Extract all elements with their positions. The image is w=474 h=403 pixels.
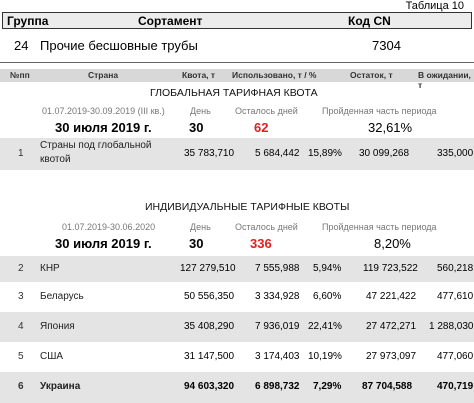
row-no: 4 [18, 321, 24, 332]
row-country: КНР [40, 263, 60, 274]
individual-elapsed-value: 8,20% [374, 236, 411, 251]
table-caption: Таблица 10 [405, 0, 464, 12]
row-used: 6 898,732 [255, 381, 300, 392]
row-country-line1: Страны под глобальной [40, 140, 152, 151]
table-row: 1 Страны под глобальной квотой 35 783,71… [0, 138, 474, 170]
individual-days-left-label: Осталось дней [235, 222, 298, 232]
row-remaining: 30 099,268 [359, 148, 410, 159]
top-header: Группа Сортамент Код CN [2, 12, 472, 29]
row-country-line2: квотой [40, 154, 71, 165]
row-used-pct: 22,41% [308, 321, 342, 332]
global-elapsed-label: Пройденная часть периода [322, 106, 437, 116]
row-remaining: 87 704,588 [362, 381, 413, 392]
row-pending: 560,218 [437, 263, 474, 274]
individual-days-left-value: 336 [250, 236, 272, 251]
row-pending: 1 288,030 [429, 321, 474, 332]
row-quota: 127 279,510 [180, 263, 236, 274]
row-used-pct: 7,29% [313, 381, 342, 392]
row-used: 5 684,442 [255, 148, 300, 159]
col-country: Страна [88, 70, 119, 80]
row-remaining: 27 973,097 [366, 351, 417, 362]
row-no: 2 [18, 263, 24, 274]
individual-section-title: ИНДИВИДУАЛЬНЫЕ ТАРИФНЫЕ КВОТЫ [145, 201, 350, 213]
row-country: США [40, 351, 64, 362]
col-quota: Квота, т [182, 70, 216, 80]
row-no: 6 [18, 381, 24, 392]
table-row: 5 США 31 147,500 3 174,403 10,19% 27 973… [0, 344, 474, 370]
row-country: Япония [40, 321, 75, 332]
individual-day-value: 30 [189, 236, 204, 251]
col-used: Использовано, т / % [232, 70, 317, 80]
row-remaining: 47 221,422 [366, 291, 417, 302]
product-code: 7304 [372, 38, 401, 53]
product-name: Прочие бесшовные трубы [40, 38, 198, 53]
global-days-left-label: Осталось дней [235, 106, 298, 116]
row-pending: 335,000 [437, 148, 474, 159]
product-row: 24 Прочие бесшовные трубы 7304 [0, 34, 474, 58]
row-remaining: 27 472,271 [366, 321, 417, 332]
row-used: 7 936,019 [255, 321, 300, 332]
header-cn-code: Код CN [348, 14, 391, 28]
header-assortment: Сортамент [138, 14, 203, 28]
row-no: 1 [18, 148, 24, 159]
row-pending: 477,610 [437, 291, 474, 302]
table-row: 4 Япония 35 408,290 7 936,019 22,41% 27 … [0, 312, 474, 342]
row-quota: 50 556,350 [184, 291, 235, 302]
row-quota: 35 408,290 [184, 321, 235, 332]
row-country: Украина [40, 381, 81, 392]
row-country: Беларусь [40, 291, 84, 302]
global-elapsed-value: 32,61% [368, 120, 413, 135]
global-section-title: ГЛОБАЛЬНАЯ ТАРИФНАЯ КВОТА [150, 87, 318, 99]
col-pending: В ожидании, т [418, 70, 471, 90]
row-used-pct: 6,60% [313, 291, 342, 302]
row-no: 3 [18, 291, 24, 302]
row-remaining: 119 723,522 [363, 263, 418, 274]
global-days-left-value: 62 [254, 120, 269, 135]
row-pending: 477,060 [437, 351, 474, 362]
header-group: Группа [7, 14, 49, 28]
row-pending: 470,719 [437, 381, 474, 392]
table-row: 2 КНР 127 279,510 7 555,988 5,94% 119 72… [0, 256, 474, 282]
individual-day-label: День [190, 222, 211, 232]
row-quota: 35 783,710 [184, 148, 235, 159]
row-quota: 94 603,320 [184, 381, 235, 392]
individual-date: 30 июля 2019 г. [55, 236, 152, 251]
row-used: 3 174,403 [255, 351, 300, 362]
individual-period: 01.07.2019-30.06.2020 [62, 222, 156, 232]
row-used: 3 334,928 [255, 291, 300, 302]
row-used-pct: 15,89% [308, 148, 342, 159]
product-group: 24 [14, 38, 29, 53]
row-used: 7 555,988 [255, 263, 300, 274]
row-quota: 31 147,500 [184, 351, 235, 362]
table-row: 3 Беларусь 50 556,350 3 334,928 6,60% 47… [0, 284, 474, 310]
table-row: 6 Украина 94 603,320 6 898,732 7,29% 87 … [0, 372, 474, 403]
global-period: 01.07.2019-30.09.2019 (III кв.) [42, 106, 165, 116]
divider [0, 62, 474, 63]
global-day-label: День [190, 106, 211, 116]
column-header-row: №пп Страна Квота, т Использовано, т / % … [0, 69, 474, 90]
global-day-value: 30 [189, 120, 204, 135]
row-used-pct: 5,94% [313, 263, 342, 274]
col-no: №пп [10, 70, 30, 80]
col-remaining: Остаток, т [350, 70, 393, 80]
row-used-pct: 10,19% [308, 351, 342, 362]
row-no: 5 [18, 351, 24, 362]
global-date: 30 июля 2019 г. [55, 120, 152, 135]
individual-elapsed-label: Пройденная часть периода [322, 222, 437, 232]
